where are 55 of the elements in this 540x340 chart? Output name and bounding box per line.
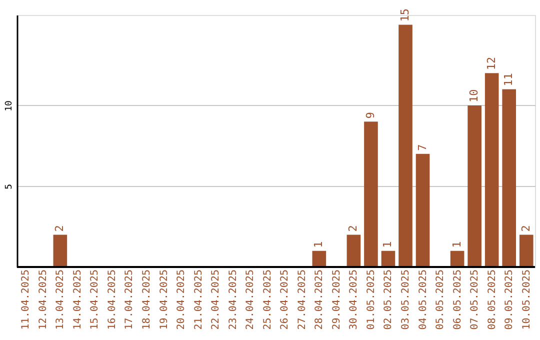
bar xyxy=(53,234,68,267)
x-tick-label: 02.05.2025 xyxy=(383,270,394,330)
bar xyxy=(502,89,516,267)
x-tick-label: 12.04.2025 xyxy=(38,270,49,330)
bar xyxy=(398,24,412,267)
x-tick-label: 18.04.2025 xyxy=(142,270,152,330)
bar xyxy=(364,122,378,267)
bar xyxy=(381,250,396,267)
x-tick-label: 30.04.2025 xyxy=(348,270,360,330)
bar xyxy=(346,234,361,267)
bar xyxy=(468,105,482,267)
bar xyxy=(416,154,430,267)
x-tick-label: 08.05.2025 xyxy=(486,270,498,330)
data-label: 11 xyxy=(502,73,516,86)
x-tick-label: 04.05.2025 xyxy=(418,270,429,330)
x-tick-label: 28.04.2025 xyxy=(314,270,326,330)
x-tick-label: 01.05.2025 xyxy=(366,270,377,330)
x-tick-label: 11.04.2025 xyxy=(20,270,32,330)
data-label: 1 xyxy=(312,241,326,248)
x-tick-label: 16.04.2025 xyxy=(106,270,118,330)
data-label: 7 xyxy=(416,144,429,151)
x-tick-label: 13.04.2025 xyxy=(55,270,66,330)
data-label: 2 xyxy=(519,225,532,232)
x-tick-label: 03.05.2025 xyxy=(400,270,412,330)
x-tick-label: 23.04.2025 xyxy=(228,270,239,330)
x-tick-label: 29.04.2025 xyxy=(331,270,342,330)
bar xyxy=(484,73,499,267)
x-tick-label: 27.04.2025 xyxy=(296,270,308,330)
bar xyxy=(519,234,534,267)
x-tick-label: 10.05.2025 xyxy=(521,270,532,330)
y-tick-label: 5 xyxy=(4,184,14,190)
data-label: 9 xyxy=(364,112,377,119)
x-tick-label: 24.04.2025 xyxy=(245,270,256,330)
x-tick-label: 14.04.2025 xyxy=(72,270,84,330)
x-tick-label: 09.05.2025 xyxy=(504,270,516,330)
data-label: 2 xyxy=(53,225,66,232)
data-label: 15 xyxy=(398,8,412,22)
x-tick-label: 26.04.2025 xyxy=(280,270,291,330)
x-tick-label: 17.04.2025 xyxy=(124,270,136,330)
bar xyxy=(450,250,464,267)
x-tick-label: 15.04.2025 xyxy=(90,270,101,330)
data-label: 10 xyxy=(468,89,481,102)
x-tick-label: 05.05.2025 xyxy=(435,270,446,330)
x-tick-label: 22.04.2025 xyxy=(210,270,222,330)
x-tick-label: 20.04.2025 xyxy=(176,270,188,330)
x-tick-label: 06.05.2025 xyxy=(452,270,464,330)
x-tick-label: 19.04.2025 xyxy=(158,270,170,330)
x-tick-label: 07.05.2025 xyxy=(470,270,481,330)
bar xyxy=(312,250,326,267)
data-label: 1 xyxy=(381,241,394,248)
data-label: 1 xyxy=(450,241,464,248)
x-tick-label: 21.04.2025 xyxy=(193,270,204,330)
data-label: 12 xyxy=(484,56,498,70)
x-tick-label: 25.04.2025 xyxy=(262,270,274,330)
data-label: 2 xyxy=(346,225,360,232)
